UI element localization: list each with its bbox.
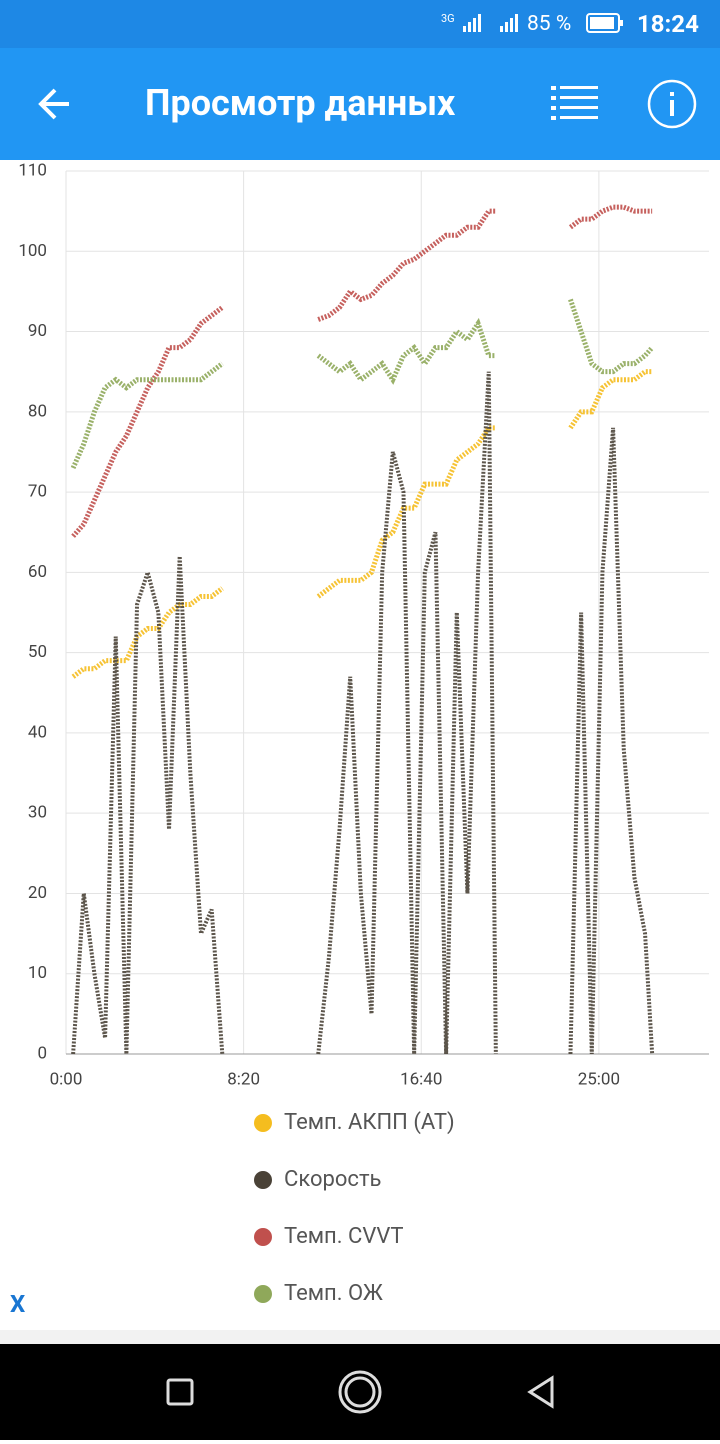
x-tick-label: 8:20 <box>227 1069 260 1089</box>
y-tick-label: 90 <box>28 321 47 341</box>
battery-level: 85 % <box>527 12 572 36</box>
home-button[interactable] <box>338 1370 382 1414</box>
series-line <box>70 361 224 470</box>
battery-icon <box>586 13 623 33</box>
x-tick-label: 16:40 <box>400 1069 442 1089</box>
series-line <box>317 208 496 322</box>
series-line <box>71 305 224 538</box>
app-bar: Просмотр данных <box>0 48 720 160</box>
clock: 18:24 <box>637 10 699 38</box>
y-tick-label: 40 <box>28 722 47 742</box>
series-line <box>568 298 655 375</box>
legend-marker <box>254 1171 272 1189</box>
legend-marker <box>254 1228 272 1246</box>
close-button[interactable]: X <box>10 1290 26 1318</box>
y-tick-label: 10 <box>28 963 47 983</box>
list-button[interactable] <box>551 84 601 124</box>
legend-label: Темп. АКПП (AT) <box>284 1110 455 1135</box>
info-button[interactable] <box>646 78 698 130</box>
series-line <box>568 369 653 430</box>
y-tick-label: 100 <box>18 241 47 261</box>
legend-label: Скорость <box>284 1167 381 1192</box>
series-line <box>568 204 653 230</box>
y-tick-label: 70 <box>28 482 47 502</box>
y-tick-label: 60 <box>28 562 47 582</box>
series-line <box>71 556 225 1055</box>
y-tick-label: 0 <box>37 1043 47 1063</box>
recent-button[interactable] <box>166 1378 194 1406</box>
bottom-strip <box>0 1330 720 1344</box>
series-line <box>568 427 655 1055</box>
y-tick-label: 20 <box>28 883 47 903</box>
signal-icons <box>463 14 518 32</box>
y-tick-label: 50 <box>28 642 47 662</box>
title: Просмотр данных <box>145 82 456 124</box>
series-line <box>316 317 496 385</box>
legend-label: Темп. CVVT <box>284 1224 403 1249</box>
nav-bar <box>0 1344 720 1440</box>
y-tick-label: 80 <box>28 401 47 421</box>
y-tick-label: 30 <box>28 803 47 823</box>
back-nav-button[interactable] <box>527 1375 554 1409</box>
y-tick-label: 110 <box>18 160 47 180</box>
nav-icons <box>166 1370 554 1414</box>
series-line <box>71 586 224 679</box>
series-line <box>316 371 498 1055</box>
x-tick-label: 0:00 <box>50 1069 83 1089</box>
legend-marker <box>254 1285 272 1303</box>
network: 3G <box>441 12 455 25</box>
status-bar: 3G 85 % 18:24 <box>0 0 720 48</box>
chart: 0 10 20 30 40 50 60 70 80 90 100 110 0:00 8:20 16:40 25… <box>18 160 709 1306</box>
back-button[interactable] <box>35 84 75 124</box>
x-tick-label: 25:00 <box>578 1069 620 1089</box>
legend-marker <box>254 1114 272 1132</box>
legend-label: Темп. ОЖ <box>284 1281 383 1306</box>
series-line <box>316 425 496 599</box>
